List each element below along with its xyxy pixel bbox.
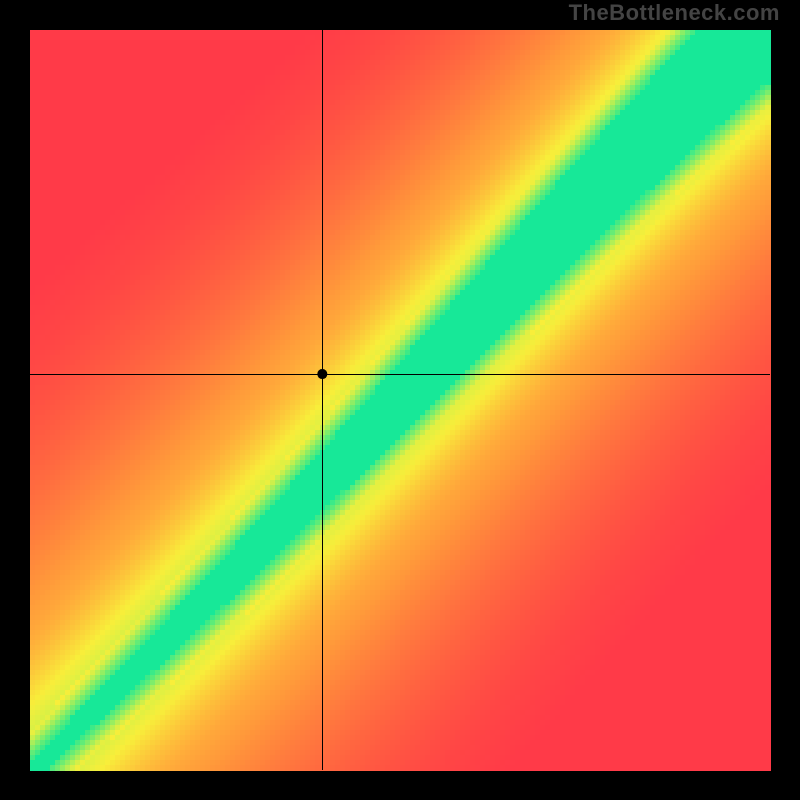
watermark-text: TheBottleneck.com xyxy=(569,0,780,26)
chart-frame: { "watermark": { "text": "TheBottleneck.… xyxy=(0,0,800,800)
bottleneck-heatmap xyxy=(0,0,800,800)
